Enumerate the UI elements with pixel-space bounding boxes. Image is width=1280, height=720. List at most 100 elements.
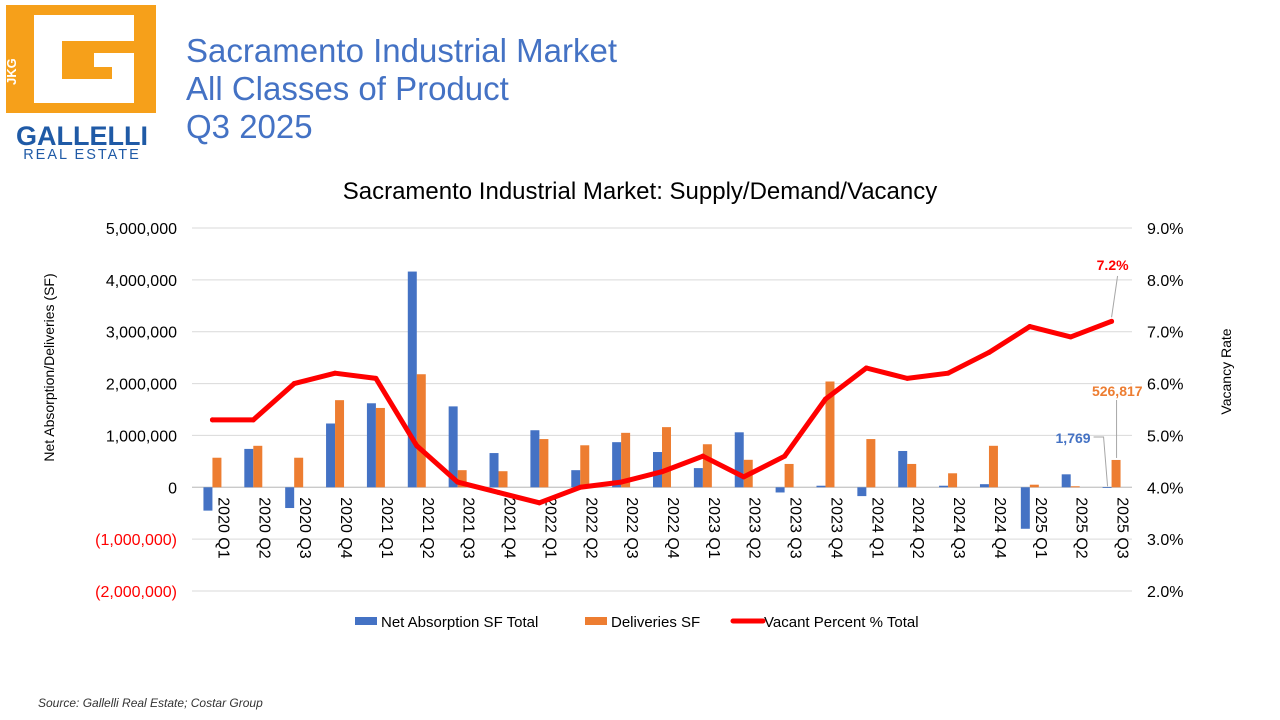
deliveries-bar [662,427,671,488]
x-axis-category-label: 2021 Q3 [460,497,477,558]
page-title-line-3: Q3 2025 [186,108,313,145]
legend-swatch [355,617,377,625]
deliveries-bar [702,444,712,488]
deliveries-bar [539,439,549,488]
y2-axis-tick-label: 4.0% [1147,480,1183,497]
absorption-bar [898,450,908,488]
vacancy-label-leader [1111,275,1119,318]
absorption-bar [326,423,336,488]
absorption-bar [1020,487,1030,529]
absorption-bar [530,430,540,488]
absorption-label-leader [1093,436,1109,487]
x-axis-category-label: 2024 Q4 [991,497,1008,558]
deliveries-bar [580,445,590,488]
deliveries-bar [416,374,426,488]
vacancy-point [536,500,542,506]
vacancy-point [904,375,910,381]
y2-axis-tick-label: 2.0% [1147,584,1183,601]
vacancy-point [496,489,502,495]
vacancy-point [1027,324,1033,330]
y2-axis-tick-label: 8.0% [1147,273,1183,290]
x-axis-category-label: 2020 Q1 [214,497,231,558]
x-axis-category-label: 2023 Q1 [705,497,722,558]
vacancy-point [414,443,420,449]
y-axis-tick-label: 1,000,000 [106,428,177,445]
x-axis-category-label: 2022 Q1 [541,497,558,558]
vacancy-point [455,479,461,485]
deliveries-bar [294,457,304,488]
absorption-bar [244,448,254,488]
absorption-bar [775,487,785,493]
vacancy-point [1068,334,1074,340]
x-axis-category-label: 2023 Q3 [787,497,804,558]
y-axis-tick-label: 3,000,000 [106,325,177,342]
deliveries-bar [212,457,222,488]
vacancy-point [659,469,665,475]
absorption-data-label: 1,769 [1056,430,1091,446]
x-axis-category-label: 2022 Q3 [623,497,640,558]
x-axis-category-label: 2020 Q3 [296,497,313,558]
y2-axis-title: Vacancy Rate [1218,328,1234,414]
page-title-line-2: All Classes of Product [186,70,509,107]
vacancy-point [618,479,624,485]
legend-entry: Deliveries SF [611,614,700,631]
deliveries-bar [375,407,385,488]
legend-entry: Vacant Percent % Total [764,614,919,631]
vacancy-point [782,453,788,459]
chart-title: Sacramento Industrial Market: Supply/Dem… [342,178,938,205]
deliveries-bar [335,400,345,488]
x-axis-category-label: 2021 Q1 [378,497,395,558]
y-axis-tick-label: 0 [168,480,177,497]
absorption-bar [653,452,662,488]
absorption-bar [571,470,581,488]
logo-initials: JKG [6,58,19,85]
absorption-bar [489,453,499,488]
vacancy-point [373,375,379,381]
company-logo: JKG GALLELLI REAL ESTATE [6,5,158,163]
absorption-bar [366,403,376,488]
deliveries-bar [825,381,835,488]
absorption-bar [939,485,949,488]
deliveries-bar [1111,459,1121,488]
absorption-bar [1102,487,1112,488]
deliveries-data-label: 526,817 [1092,383,1143,399]
vacancy-point [863,365,869,371]
vacancy-point [700,453,706,459]
absorption-bar [285,487,295,509]
y-axis-tick-label: 4,000,000 [106,273,177,290]
deliveries-bar [621,432,631,488]
absorption-bar [693,468,703,488]
page-title-line-1: Sacramento Industrial Market [186,32,618,69]
vacancy-point [291,381,297,387]
y-axis-tick-label: 5,000,000 [106,221,177,238]
deliveries-bar [1070,486,1080,488]
absorption-bar [448,406,458,488]
y2-axis-tick-label: 3.0% [1147,532,1183,549]
vacancy-point [822,396,828,402]
vacancy-point [577,484,583,490]
deliveries-bar [498,471,508,488]
vacancy-point [250,417,256,423]
deliveries-bar [784,463,794,488]
absorption-bar [816,485,826,488]
logo-company-name: GALLELLI [16,121,148,151]
deliveries-bar [948,473,958,488]
y-axis-tick-label: (1,000,000) [95,532,177,549]
vacancy-point [945,370,951,376]
absorption-bar [612,442,622,488]
legend-swatch [585,617,607,625]
deliveries-bar [253,445,263,488]
deliveries-bar [1029,484,1039,488]
page-title-block: Sacramento Industrial Market All Classes… [186,32,617,146]
absorption-bar [979,484,989,488]
y2-axis-tick-label: 9.0% [1147,221,1183,238]
x-axis-category-label: 2024 Q3 [950,497,967,558]
deliveries-bar [866,439,876,488]
x-axis-category-label: 2021 Q4 [501,497,518,558]
vacancy-point [332,370,338,376]
absorption-bar [203,487,213,511]
logo-mark: JKG [6,5,156,113]
absorption-bar [734,432,744,488]
x-axis-category-label: 2020 Q2 [255,497,272,558]
y2-axis-tick-label: 5.0% [1147,428,1183,445]
